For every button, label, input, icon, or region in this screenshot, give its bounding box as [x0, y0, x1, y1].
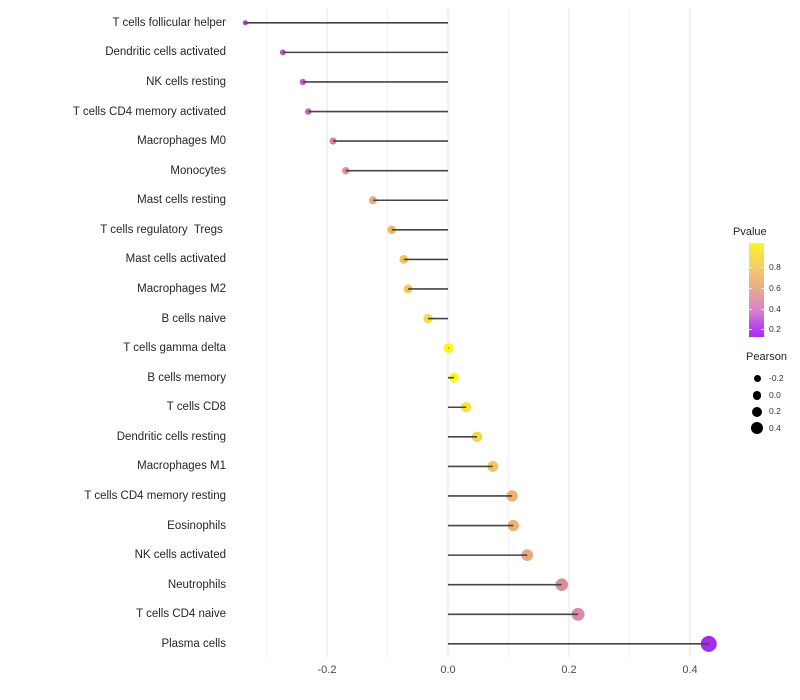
y-label-t-cells-follicular-helper: T cells follicular helper — [112, 16, 226, 29]
pearson-legend-label-0.2: 0.2 — [769, 406, 781, 417]
y-label-macrophages-m1: Macrophages M1 — [137, 460, 226, 473]
pearson-legend-dot-0.4 — [751, 422, 763, 435]
pearson-legend-dot-0.2 — [751, 406, 763, 417]
y-label-nk-cells-resting: NK cells resting — [146, 75, 226, 88]
y-label-nk-cells-activated: NK cells activated — [134, 549, 226, 562]
y-label-dendritic-cells-resting: Dendritic cells resting — [116, 430, 226, 443]
pvalue-bar-tick — [749, 309, 752, 310]
y-label-dendritic-cells-activated: Dendritic cells activated — [105, 46, 226, 59]
pearson-legend-dot-0.0 — [752, 390, 762, 400]
y-label-macrophages-m0: Macrophages M0 — [137, 135, 226, 148]
y-label-t-cells-cd4-memory-activated: T cells CD4 memory activated — [72, 105, 226, 118]
pvalue-tick-label-0.6: 0.6 — [769, 283, 781, 293]
pvalue-bar-tick — [761, 309, 764, 310]
y-label-t-cells-cd8: T cells CD8 — [166, 401, 226, 414]
y-label-eosinophils: Eosinophils — [167, 519, 226, 532]
y-label-mast-cells-resting: Mast cells resting — [137, 194, 226, 207]
pearson-legend-dot--0.2 — [753, 375, 761, 383]
y-label-t-cells-gamma-delta: T cells gamma delta — [123, 342, 226, 355]
dot-b-cells-naive — [423, 313, 433, 324]
pvalue-tick-label-0.2: 0.2 — [769, 324, 781, 334]
y-label-monocytes: Monocytes — [170, 164, 226, 177]
y-label-plasma-cells: Plasma cells — [161, 637, 226, 650]
pvalue-bar-tick — [749, 267, 752, 268]
y-label-b-cells-memory: B cells memory — [147, 371, 226, 384]
pvalue-legend-title: Pvalue — [733, 226, 767, 238]
x-tick-0.4: 0.4 — [682, 664, 698, 676]
pvalue-colorbar — [749, 243, 764, 337]
pvalue-bar-tick — [761, 288, 764, 289]
x-tick-0.0: 0.0 — [440, 664, 456, 676]
pearson-legend-label-0.0: 0.0 — [769, 389, 781, 400]
y-label-neutrophils: Neutrophils — [167, 578, 226, 591]
dot-t-cells-follicular-helper — [242, 20, 248, 26]
pvalue-bar-tick — [749, 329, 752, 330]
pvalue-bar-tick — [749, 288, 752, 289]
y-label-t-cells-cd4-memory-resting: T cells CD4 memory resting — [84, 489, 226, 502]
dot-t-cells-gamma-delta — [443, 343, 454, 354]
y-label-macrophages-m2: Macrophages M2 — [137, 282, 226, 295]
pvalue-tick-label-0.4: 0.4 — [769, 304, 781, 314]
pearson-legend-title: Pearson — [746, 351, 787, 363]
pvalue-bar-tick — [761, 329, 764, 330]
y-label-t-cells-cd4-naive: T cells CD4 naive — [136, 608, 226, 621]
pvalue-bar-tick — [761, 267, 764, 268]
pearson-legend-label--0.2: -0.2 — [769, 373, 784, 384]
y-label-mast-cells-activated: Mast cells activated — [125, 253, 226, 266]
y-label-b-cells-naive: B cells naive — [161, 312, 226, 325]
pearson-legend-label-0.4: 0.4 — [769, 422, 781, 433]
y-label-t-cells-regulatory-tregs: T cells regulatory Tregs — [100, 223, 226, 236]
x-tick-0.2: 0.2 — [561, 664, 577, 676]
x-tick--0.2: -0.2 — [317, 664, 337, 676]
pvalue-tick-label-0.8: 0.8 — [769, 262, 781, 272]
